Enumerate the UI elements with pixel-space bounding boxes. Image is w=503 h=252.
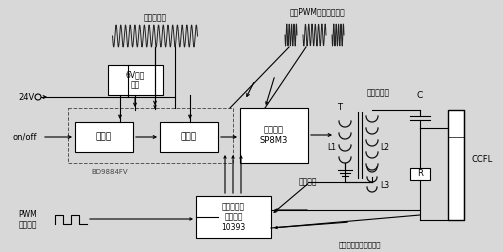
Bar (448, 110, 464, 220)
Text: 调制器: 调制器 (181, 133, 197, 142)
Text: 振荡器: 振荡器 (96, 133, 112, 142)
Bar (240, 108, 308, 163)
Text: L1: L1 (327, 143, 337, 152)
Bar (75, 122, 133, 152)
Bar (160, 122, 218, 152)
Text: 6V稳压
电路: 6V稳压 电路 (126, 70, 145, 90)
Bar (108, 65, 163, 95)
Text: C: C (417, 91, 423, 101)
Text: L3: L3 (380, 180, 389, 190)
Text: 灯管工作电流取样反馈: 灯管工作电流取样反馈 (339, 242, 381, 248)
Bar (196, 196, 271, 238)
Text: 高压变压器: 高压变压器 (367, 88, 389, 98)
Text: L2: L2 (380, 143, 389, 152)
Text: BD9884FV: BD9884FV (92, 169, 128, 175)
Text: CCFL: CCFL (472, 155, 493, 165)
Text: 经过PWM调制后的波形: 经过PWM调制后的波形 (290, 8, 346, 16)
Text: 连续振荡波: 连续振荡波 (143, 14, 166, 22)
Text: 过压、过流
保护检测
10393: 过压、过流 保护检测 10393 (221, 202, 245, 232)
Text: 电压取样: 电压取样 (299, 177, 317, 186)
Text: on/off: on/off (12, 133, 37, 142)
Text: R: R (417, 170, 423, 178)
Text: T: T (338, 103, 343, 111)
Text: 24V: 24V (18, 92, 34, 102)
Bar (68, 108, 233, 163)
Text: 功率输出
SP8M3: 功率输出 SP8M3 (260, 126, 288, 145)
Bar (410, 168, 430, 180)
Text: PWM
亮度控制: PWM 亮度控制 (18, 210, 37, 230)
